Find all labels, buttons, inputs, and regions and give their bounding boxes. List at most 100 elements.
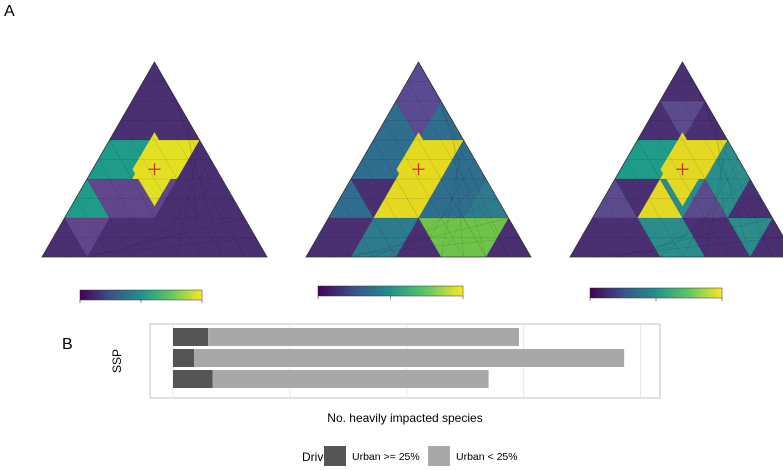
density-cell [418,218,464,257]
density-cell [682,140,728,179]
grid-line [592,217,616,258]
density-cell [109,179,155,218]
bar-chart: SSP No. heavily impacted species [110,323,661,425]
density-cell [351,140,396,179]
grid-line [648,120,728,258]
density-cell [727,218,773,257]
density-cell [373,140,419,179]
grid-line [176,100,223,258]
grid-line [131,178,223,258]
density-cell [418,101,464,140]
grid-line [328,237,520,258]
density-cell [660,218,705,257]
grid-line [362,159,419,258]
grid-line [716,120,728,258]
density-cell [705,140,750,179]
grid-line [317,237,329,258]
ternary-net [569,61,783,301]
panel-label-b: B [62,336,73,353]
grid-line [86,217,245,258]
grid-line [384,120,464,258]
density-colorbar [79,289,203,301]
density-cell [87,140,132,179]
grid-line [395,178,487,258]
grid-line [373,139,442,258]
grid-line [704,100,751,258]
density-cell [705,179,750,218]
grid-line [418,159,475,258]
density-cell [64,179,110,218]
density-colorbar [589,287,723,299]
grid-line [350,178,397,258]
grid-line [143,81,245,258]
grid-line [440,139,464,258]
grid-line [53,237,65,258]
density-cell [463,179,509,218]
ternary-urban [41,61,268,303]
density-cell [64,218,110,257]
density-colorbar [317,285,464,297]
density-cell [615,140,660,179]
grid-line [429,81,509,258]
legend-swatch-urban-lt-25 [428,446,450,466]
legend-item-urban-lt-25: Urban < 25% [456,451,518,463]
grid-line [109,139,178,258]
grid-line [659,178,751,258]
bar-ssp5-urban-lt-25 [208,328,519,346]
grid-line [98,159,155,258]
grid-line [395,100,487,258]
density-cell [592,179,638,218]
density-cell [351,218,396,257]
bar-marks [173,328,625,388]
density-cell [87,179,132,218]
grid-line [693,81,773,258]
ternary-non-urban [305,61,532,299]
bar-ssp3-urban-lt-25 [194,349,625,367]
bar-y-axis-label: SSP [110,349,124,373]
bar-ssp1-urban-ge-25 [173,370,213,388]
density-cell [154,140,200,179]
grid-line [452,120,464,258]
ternary-outline [569,61,783,258]
grid-line [176,139,200,258]
ternary-outline [305,61,532,258]
grid-line [682,159,739,258]
grid-line [659,100,751,258]
density-cell [637,179,683,218]
density-cell [441,179,486,218]
grid-line [109,198,234,258]
density-cell [418,179,464,218]
density-cell [373,179,419,218]
grid-line [350,217,509,258]
grid-line [614,217,773,258]
grid-line [75,198,110,258]
grid-line [328,217,352,258]
density-cell [109,140,155,179]
density-cell [660,101,705,140]
grid-line [704,139,728,258]
density-cell [463,218,509,257]
density-cell [396,101,441,140]
ternary-outline [41,61,268,258]
grid-line [603,198,638,258]
grid-line [64,217,88,258]
legend-swatch-urban-ge-25 [324,446,346,466]
density-cell [682,179,728,218]
density-cell [328,179,374,218]
grid-line [637,139,706,258]
bar-ssp1-urban-lt-25 [212,370,489,388]
density-cell [637,218,683,257]
density-cell [441,140,486,179]
legend-item-urban-ge-25: Urban >= 25% [352,451,420,463]
density-cell [396,62,441,101]
grid-line [581,237,593,258]
grid-line [86,178,133,258]
grid-line [131,100,223,258]
grid-line [64,237,256,258]
grid-line [592,237,783,258]
grid-line [614,178,661,258]
grid-line [154,159,211,258]
panel-label-a: A [4,3,15,20]
grid-line [339,198,374,258]
